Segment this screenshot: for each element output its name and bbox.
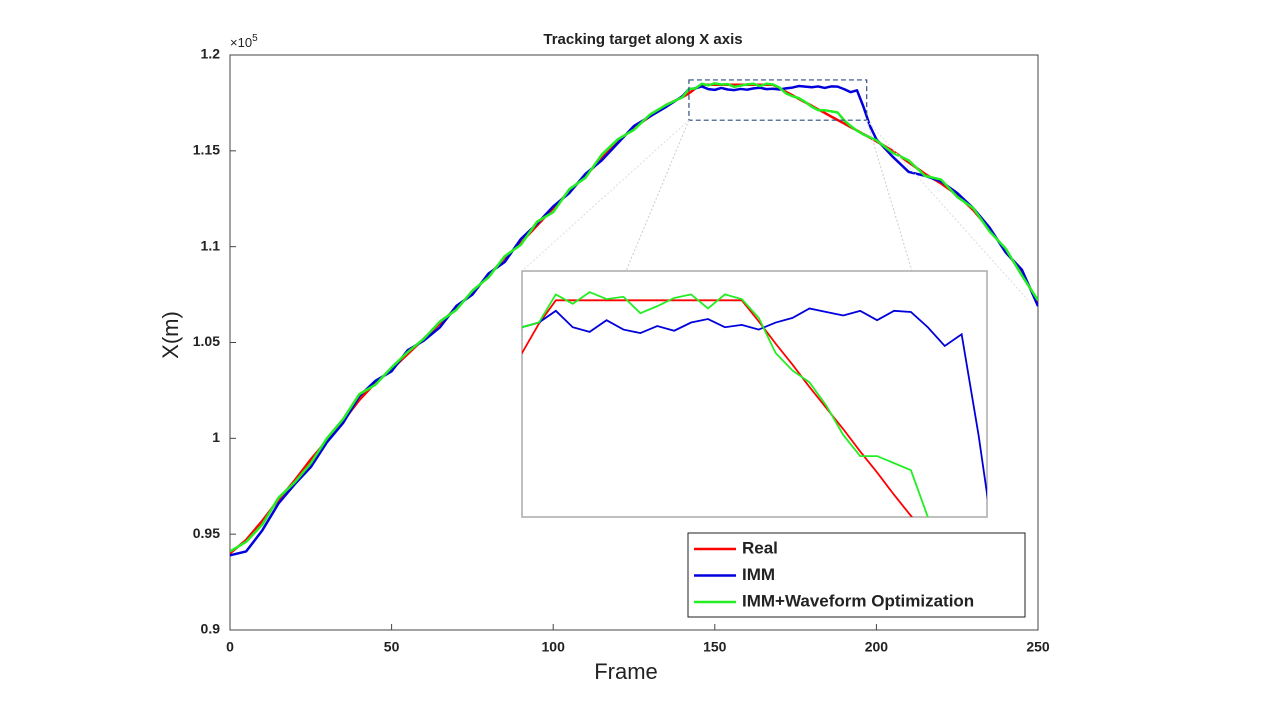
legend-box [687,532,1026,618]
zoom-box [688,79,868,121]
y-multiplier-base: ×10 [230,35,252,50]
legend-label: IMM+Waveform Optimization [742,591,974,610]
zoom-connector [625,119,690,272]
x-tick-label: 250 [1026,639,1050,655]
x-tick-label: 200 [865,639,889,655]
x-tick-label: 100 [542,639,566,655]
x-tick-label: 50 [384,639,400,655]
inset-line [522,291,929,517]
y-multiplier: ×105 [230,33,258,51]
inset-line [522,299,914,517]
legend-label: IMM [742,565,775,584]
zoom-connector [521,119,690,272]
x-tick-label: 0 [226,639,234,655]
y-tick-label: 0.9 [201,621,221,637]
y-multiplier-exponent: 5 [252,33,258,44]
y-tick-label: 1.2 [201,46,221,62]
chart-title: Tracking target along X axis [543,31,742,48]
series-group [230,82,1038,557]
inset-panel [521,270,988,518]
inset-group [522,291,987,517]
y-tick-label: 1.05 [193,333,220,349]
zoom-connector [866,119,1029,301]
y-tick-label: 0.95 [193,525,220,541]
inset-line [522,307,987,500]
legend-label: Real [742,538,778,557]
y-tick-label: 1.1 [201,237,221,253]
x-tick-label: 150 [703,639,727,655]
series-line [230,82,1038,553]
y-tick-label: 1.15 [193,142,220,158]
y-tick-label: 1 [212,429,220,445]
x-axis-label: Frame [594,659,658,684]
y-axis-label: X(m) [158,311,183,359]
